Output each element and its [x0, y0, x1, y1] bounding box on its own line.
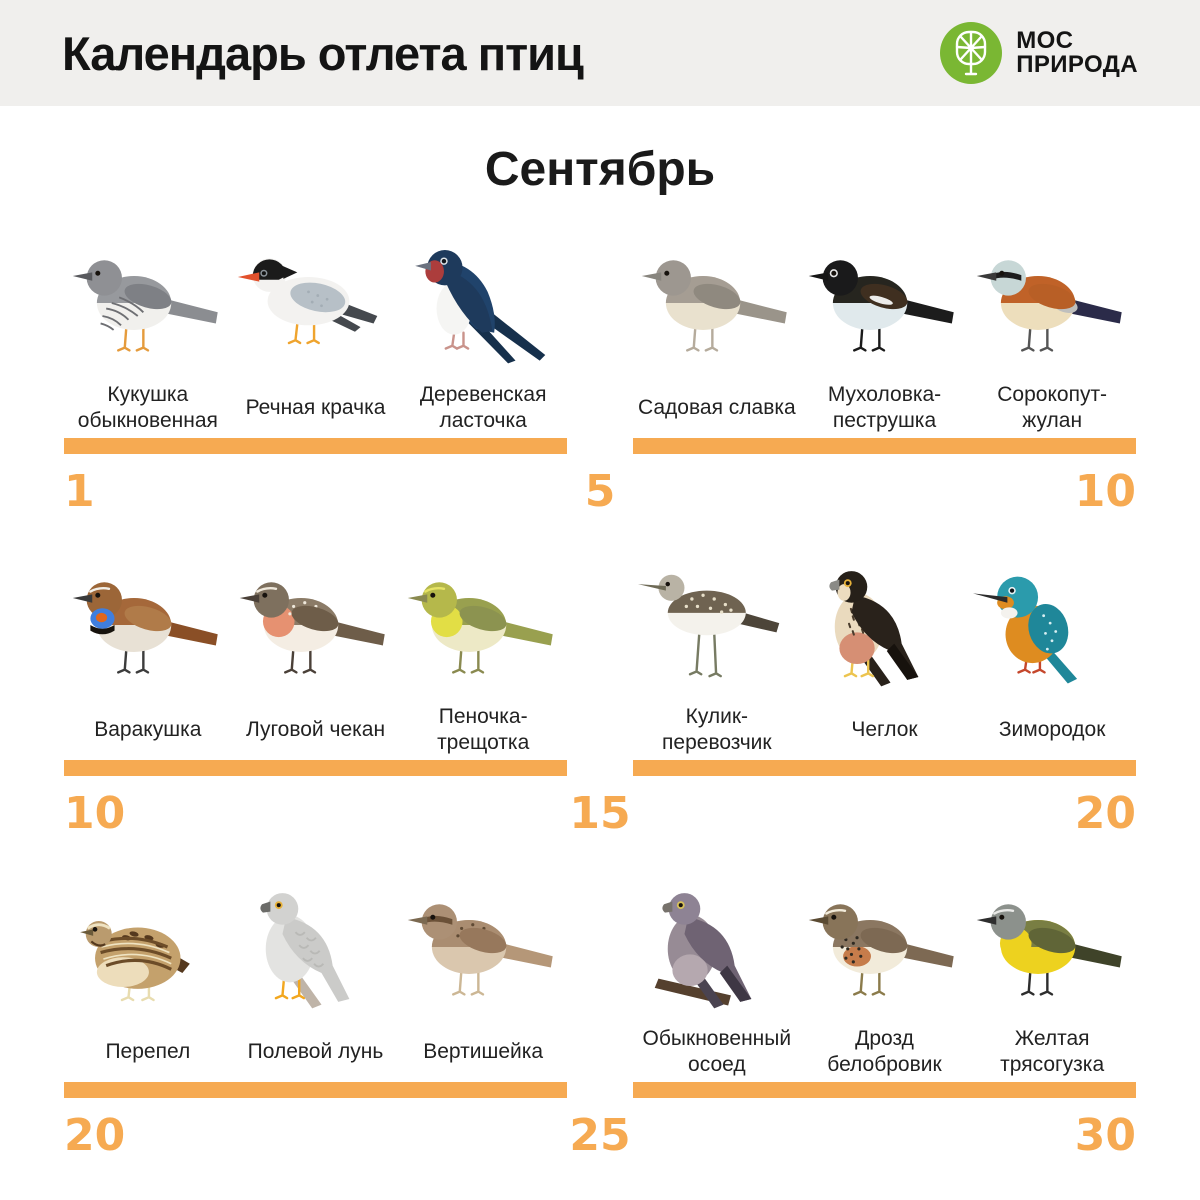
bird-name: Речная крачка [245, 395, 386, 419]
wood-warbler-icon [407, 582, 553, 674]
bird-cell: Вертишейка [399, 876, 567, 1082]
garden-warbler-icon [641, 260, 787, 352]
timeline-bars [64, 760, 1136, 776]
date-label-start: 20 [64, 1110, 126, 1161]
bird-cell: Луговой чекан [232, 554, 400, 760]
quail-icon [79, 920, 190, 1002]
bird-grid-half: Обыкновенный осоед Дрозд белобровик Желтая… [633, 876, 1136, 1082]
timeline-bars [64, 438, 1136, 454]
bird-cell: Варакушка [64, 554, 232, 760]
timeline-labels: 10 15 20 [64, 788, 1136, 842]
calendar-rows: Кукушка обыкновенная Речная крачка Деревен… [0, 232, 1200, 1164]
bird-cell: Мухоловка-пеструшка [801, 232, 969, 438]
bird-name: Пеночка-трещотка [437, 704, 530, 754]
bird-cell: Садовая славка [633, 232, 801, 438]
bird-name: Чеглок [851, 717, 918, 741]
wryneck-icon [407, 904, 553, 996]
bird-name: Желтая трясогузка [1000, 1026, 1105, 1076]
header: Календарь отлета птиц МОС ПРИРОДА [0, 0, 1200, 106]
tree-icon [940, 22, 1003, 84]
timeline-bar-left [64, 1082, 567, 1098]
yellow-wagtail-icon [976, 904, 1122, 996]
bird-cell: Перепел [64, 876, 232, 1082]
date-label-end: 30 [1074, 1110, 1136, 1161]
kingfisher-icon [973, 576, 1078, 684]
bird-name: Садовая славка [637, 395, 796, 419]
bird-cell: Речная крачка [232, 232, 400, 438]
bird-name: Полевой лунь [247, 1039, 384, 1063]
date-label-middle: 15 [569, 788, 631, 839]
hen-harrier-icon [260, 893, 350, 1009]
timeline-bar-left [64, 438, 567, 454]
bird-grid-half: Кулик-перевозчик Чеглок Зимородок [633, 554, 1136, 760]
logo-text: МОС ПРИРОДА [1016, 26, 1138, 78]
bird-cell: Пеночка-трещотка [399, 554, 567, 760]
common-tern-icon [238, 258, 378, 345]
date-label-end: 20 [1074, 788, 1136, 839]
bird-cell: Дрозд белобровик [801, 876, 969, 1082]
date-label-middle: 25 [569, 1110, 631, 1161]
timeline-labels: 1 5 10 [64, 466, 1136, 520]
bird-grid: Варакушка Луговой чекан Пеночка-трещотка Ку… [64, 554, 1136, 760]
logo-line-1: МОС [1016, 26, 1074, 54]
red-backed-shrike-icon [976, 260, 1122, 352]
bird-name: Вертишейка [423, 1039, 544, 1063]
logo-line-2: ПРИРОДА [1016, 51, 1138, 78]
bird-grid: Перепел Полевой лунь Вертишейка Обыкновенны… [64, 876, 1136, 1082]
timeline-bar-right [633, 760, 1136, 776]
bird-grid: Кукушка обыкновенная Речная крачка Деревен… [64, 232, 1136, 438]
bird-cell: Сорокопут-жулан [968, 232, 1136, 438]
bird-name: Перепел [105, 1039, 191, 1063]
calendar-row: Варакушка Луговой чекан Пеночка-трещотка Ку… [64, 554, 1136, 842]
bird-name: Деревенская ласточка [419, 382, 547, 432]
barn-swallow-icon [415, 250, 546, 364]
pied-flycatcher-icon [809, 260, 955, 352]
whinchat-icon [240, 582, 386, 674]
bird-cell: Кукушка обыкновенная [64, 232, 232, 438]
bird-name: Зимородок [998, 717, 1106, 741]
bird-name: Сорокопут-жулан [997, 382, 1108, 432]
bird-name: Дрозд белобровик [827, 1026, 942, 1076]
bird-grid-half: Перепел Полевой лунь Вертишейка [64, 876, 567, 1082]
bird-name: Кулик-перевозчик [662, 704, 772, 754]
month-title: Сентябрь [484, 143, 716, 196]
bird-cell: Деревенская ласточка [399, 232, 567, 438]
infographic-poster: Календарь отлета птиц МОС ПРИРОДА Сентяб… [0, 0, 1200, 1164]
bird-grid-half: Садовая славка Мухоловка-пеструшка Сорокоп… [633, 232, 1136, 438]
bird-grid-half: Кукушка обыкновенная Речная крачка Деревен… [64, 232, 567, 438]
bird-cell: Зимородок [968, 554, 1136, 760]
mospriroda-logo: МОС ПРИРОДА [939, 21, 1138, 85]
redwing-icon [809, 904, 955, 996]
calendar-row: Кукушка обыкновенная Речная крачка Деревен… [64, 232, 1136, 520]
page-title: Календарь отлета птиц [62, 26, 584, 80]
bird-cell: Чеглок [801, 554, 969, 760]
bird-name: Варакушка [94, 717, 202, 741]
common-cuckoo-icon [72, 260, 218, 352]
bird-cell: Желтая трясогузка [968, 876, 1136, 1082]
bird-cell: Кулик-перевозчик [633, 554, 801, 760]
timeline-bar-right [633, 1082, 1136, 1098]
bird-cell: Полевой лунь [232, 876, 400, 1082]
bird-cell: Обыкновенный осоед [633, 876, 801, 1082]
timeline-bar-right [633, 438, 1136, 454]
timeline-bars [64, 1082, 1136, 1098]
bird-name: Луговой чекан [245, 717, 386, 741]
bird-grid-half: Варакушка Луговой чекан Пеночка-трещотка [64, 554, 567, 760]
bird-name: Обыкновенный осоед [642, 1026, 792, 1076]
timeline-labels: 20 25 30 [64, 1110, 1136, 1164]
calendar-row: Перепел Полевой лунь Вертишейка Обыкновенны… [64, 876, 1136, 1164]
common-sandpiper-icon [637, 574, 780, 678]
honey-buzzard-icon [654, 893, 752, 1009]
bird-name: Кукушка обыкновенная [77, 382, 218, 432]
bird-name: Мухоловка-пеструшка [827, 382, 942, 432]
bluethroat-icon [72, 582, 218, 674]
date-label-start: 10 [64, 788, 126, 839]
date-label-middle: 5 [584, 466, 616, 517]
date-label-end: 10 [1074, 466, 1136, 517]
timeline-bar-left [64, 760, 567, 776]
hobby-falcon-icon [829, 571, 919, 687]
date-label-start: 1 [64, 466, 95, 517]
